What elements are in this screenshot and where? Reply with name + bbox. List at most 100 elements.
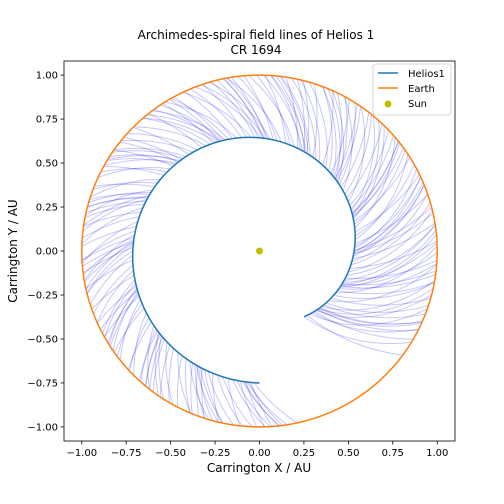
field-line [340, 274, 436, 289]
legend-label-sun: Sun [408, 99, 427, 110]
field-line [341, 252, 438, 286]
field-line [140, 328, 157, 383]
field-line [223, 78, 263, 139]
field-line [245, 381, 266, 428]
field-line [322, 86, 337, 176]
field-line [314, 310, 414, 340]
field-line [109, 293, 139, 347]
field-line [351, 193, 428, 262]
field-line [352, 184, 425, 257]
field-line [152, 339, 165, 393]
field-line [145, 333, 161, 387]
y-tick-label: −0.75 [27, 378, 58, 389]
field-line [190, 362, 194, 414]
field-line [290, 77, 317, 160]
x-axis-label: Carrington X / AU [207, 461, 311, 475]
field-line [338, 262, 438, 290]
field-line [237, 75, 278, 141]
field-line [83, 239, 135, 275]
field-line [196, 365, 219, 423]
field-line [212, 373, 220, 423]
x-axis: −1.00 −0.75 −0.50 −0.25 0.00 0.25 0.50 0.75 1.00 [66, 441, 448, 459]
y-tick-label: −1.00 [27, 422, 58, 433]
field-line [317, 308, 419, 332]
field-line [103, 166, 164, 177]
field-line [352, 147, 404, 217]
field-line [226, 77, 269, 140]
field-line [81, 237, 135, 261]
field-line [112, 150, 184, 159]
field-line [336, 106, 362, 182]
field-line [184, 358, 191, 414]
field-line [341, 230, 437, 286]
field-line [351, 140, 399, 215]
field-line [86, 250, 134, 295]
field-line [86, 244, 134, 294]
field-line [325, 302, 429, 313]
field-line [318, 288, 434, 315]
x-tick-label: −0.25 [200, 448, 231, 459]
field-line [154, 332, 160, 396]
field-line [333, 92, 343, 178]
y-tick-label: −0.50 [27, 334, 58, 345]
field-line [81, 221, 138, 264]
field-lines [81, 74, 438, 428]
field-line [323, 304, 426, 319]
earth-orbit [81, 74, 438, 428]
field-line [119, 141, 179, 163]
field-line [142, 117, 211, 145]
field-line [132, 126, 190, 156]
field-line [349, 240, 438, 269]
field-line [248, 382, 284, 426]
field-line [84, 203, 145, 219]
field-line [91, 274, 135, 310]
field-line [84, 243, 134, 283]
field-line [182, 91, 252, 138]
plot-area [81, 74, 438, 428]
field-line [331, 90, 345, 183]
field-line [270, 75, 307, 153]
field-line [281, 76, 311, 156]
field-line [108, 287, 138, 346]
field-line [312, 312, 419, 333]
field-line [227, 378, 241, 427]
y-tick-label: 0.75 [36, 115, 58, 126]
y-tick-label: 0.00 [36, 247, 58, 258]
field-line [102, 279, 136, 334]
field-line [168, 348, 175, 403]
field-line [232, 379, 266, 428]
field-line [90, 178, 161, 198]
field-line [353, 212, 434, 254]
field-line [82, 199, 147, 232]
field-line [152, 110, 226, 141]
field-line [162, 103, 214, 144]
field-line [312, 83, 318, 158]
field-line [170, 98, 229, 140]
field-line [199, 367, 224, 424]
field-line [256, 74, 291, 146]
field-line [247, 75, 295, 147]
field-line [352, 120, 380, 216]
field-line [143, 117, 217, 143]
field-line [222, 376, 253, 428]
field-line [207, 371, 234, 426]
field-line [96, 270, 134, 323]
field-line [335, 96, 348, 181]
field-line [198, 366, 213, 421]
field-line [83, 211, 142, 228]
field-line [307, 314, 403, 356]
field-line [158, 335, 165, 400]
field-line [253, 382, 298, 424]
field-line [144, 334, 161, 386]
field-line [190, 88, 242, 138]
field-line [204, 369, 224, 424]
field-line [250, 382, 273, 427]
field-line [345, 259, 438, 279]
field-line [296, 78, 306, 152]
field-line [194, 364, 206, 419]
field-line [334, 103, 358, 179]
field-line [352, 125, 385, 220]
field-line [210, 81, 256, 138]
field-line [104, 283, 137, 338]
x-tick-label: 0.00 [248, 448, 270, 459]
